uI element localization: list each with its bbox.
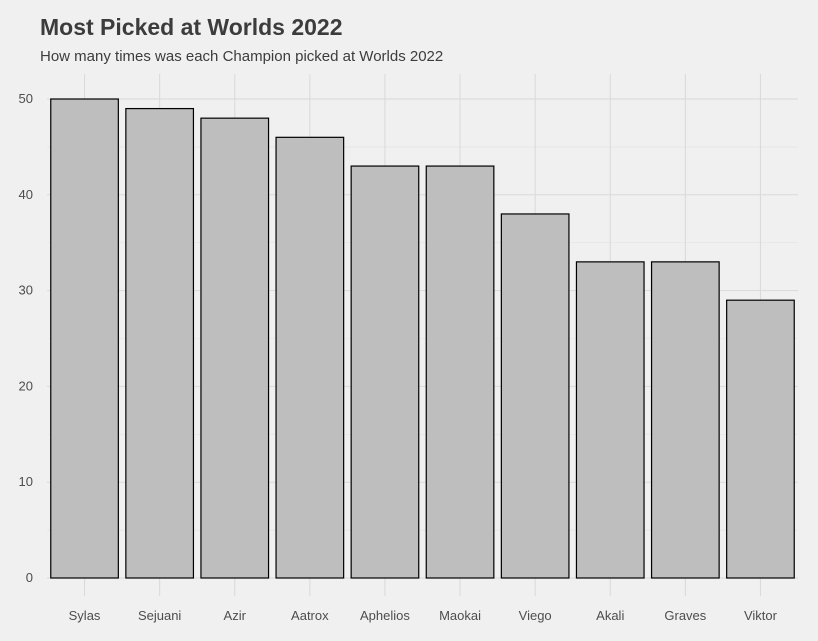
y-tick-label: 50 xyxy=(19,91,33,106)
x-tick-label: Maokai xyxy=(439,608,481,623)
bar-akali xyxy=(575,261,645,579)
bar-azir xyxy=(200,117,270,579)
y-tick-label: 30 xyxy=(19,283,33,298)
x-tick-label: Sejuani xyxy=(138,608,181,623)
bar-maokai xyxy=(425,165,495,579)
bar-viktor xyxy=(726,299,795,579)
x-tick-label: Viego xyxy=(519,608,552,623)
x-tick-label: Aphelios xyxy=(360,608,410,623)
chart-subtitle: How many times was each Champion picked … xyxy=(40,48,444,65)
y-axis-ticks: 0 10 20 30 40 50 xyxy=(19,91,33,585)
y-tick-label: 0 xyxy=(26,570,33,585)
x-tick-label: Azir xyxy=(224,608,247,623)
chart-title: Most Picked at Worlds 2022 xyxy=(40,14,343,40)
bar-sejuani xyxy=(125,107,195,579)
bar-aatrox xyxy=(275,136,345,579)
x-tick-label: Akali xyxy=(596,608,624,623)
bar-viego xyxy=(500,213,570,579)
x-tick-label: Viktor xyxy=(744,608,778,623)
y-tick-label: 20 xyxy=(19,378,33,393)
x-tick-label: Graves xyxy=(664,608,706,623)
y-tick-label: 40 xyxy=(19,187,33,202)
bar-graves xyxy=(650,261,720,579)
bar-aphelios xyxy=(350,165,420,579)
x-tick-label: Sylas xyxy=(69,608,101,623)
x-axis-ticks: Sylas Sejuani Azir Aatrox Aphelios Maokai Vieg… xyxy=(69,608,778,623)
y-tick-label: 10 xyxy=(19,474,33,489)
bars xyxy=(50,98,795,579)
bar-sylas xyxy=(50,98,119,579)
x-tick-label: Aatrox xyxy=(291,608,329,623)
